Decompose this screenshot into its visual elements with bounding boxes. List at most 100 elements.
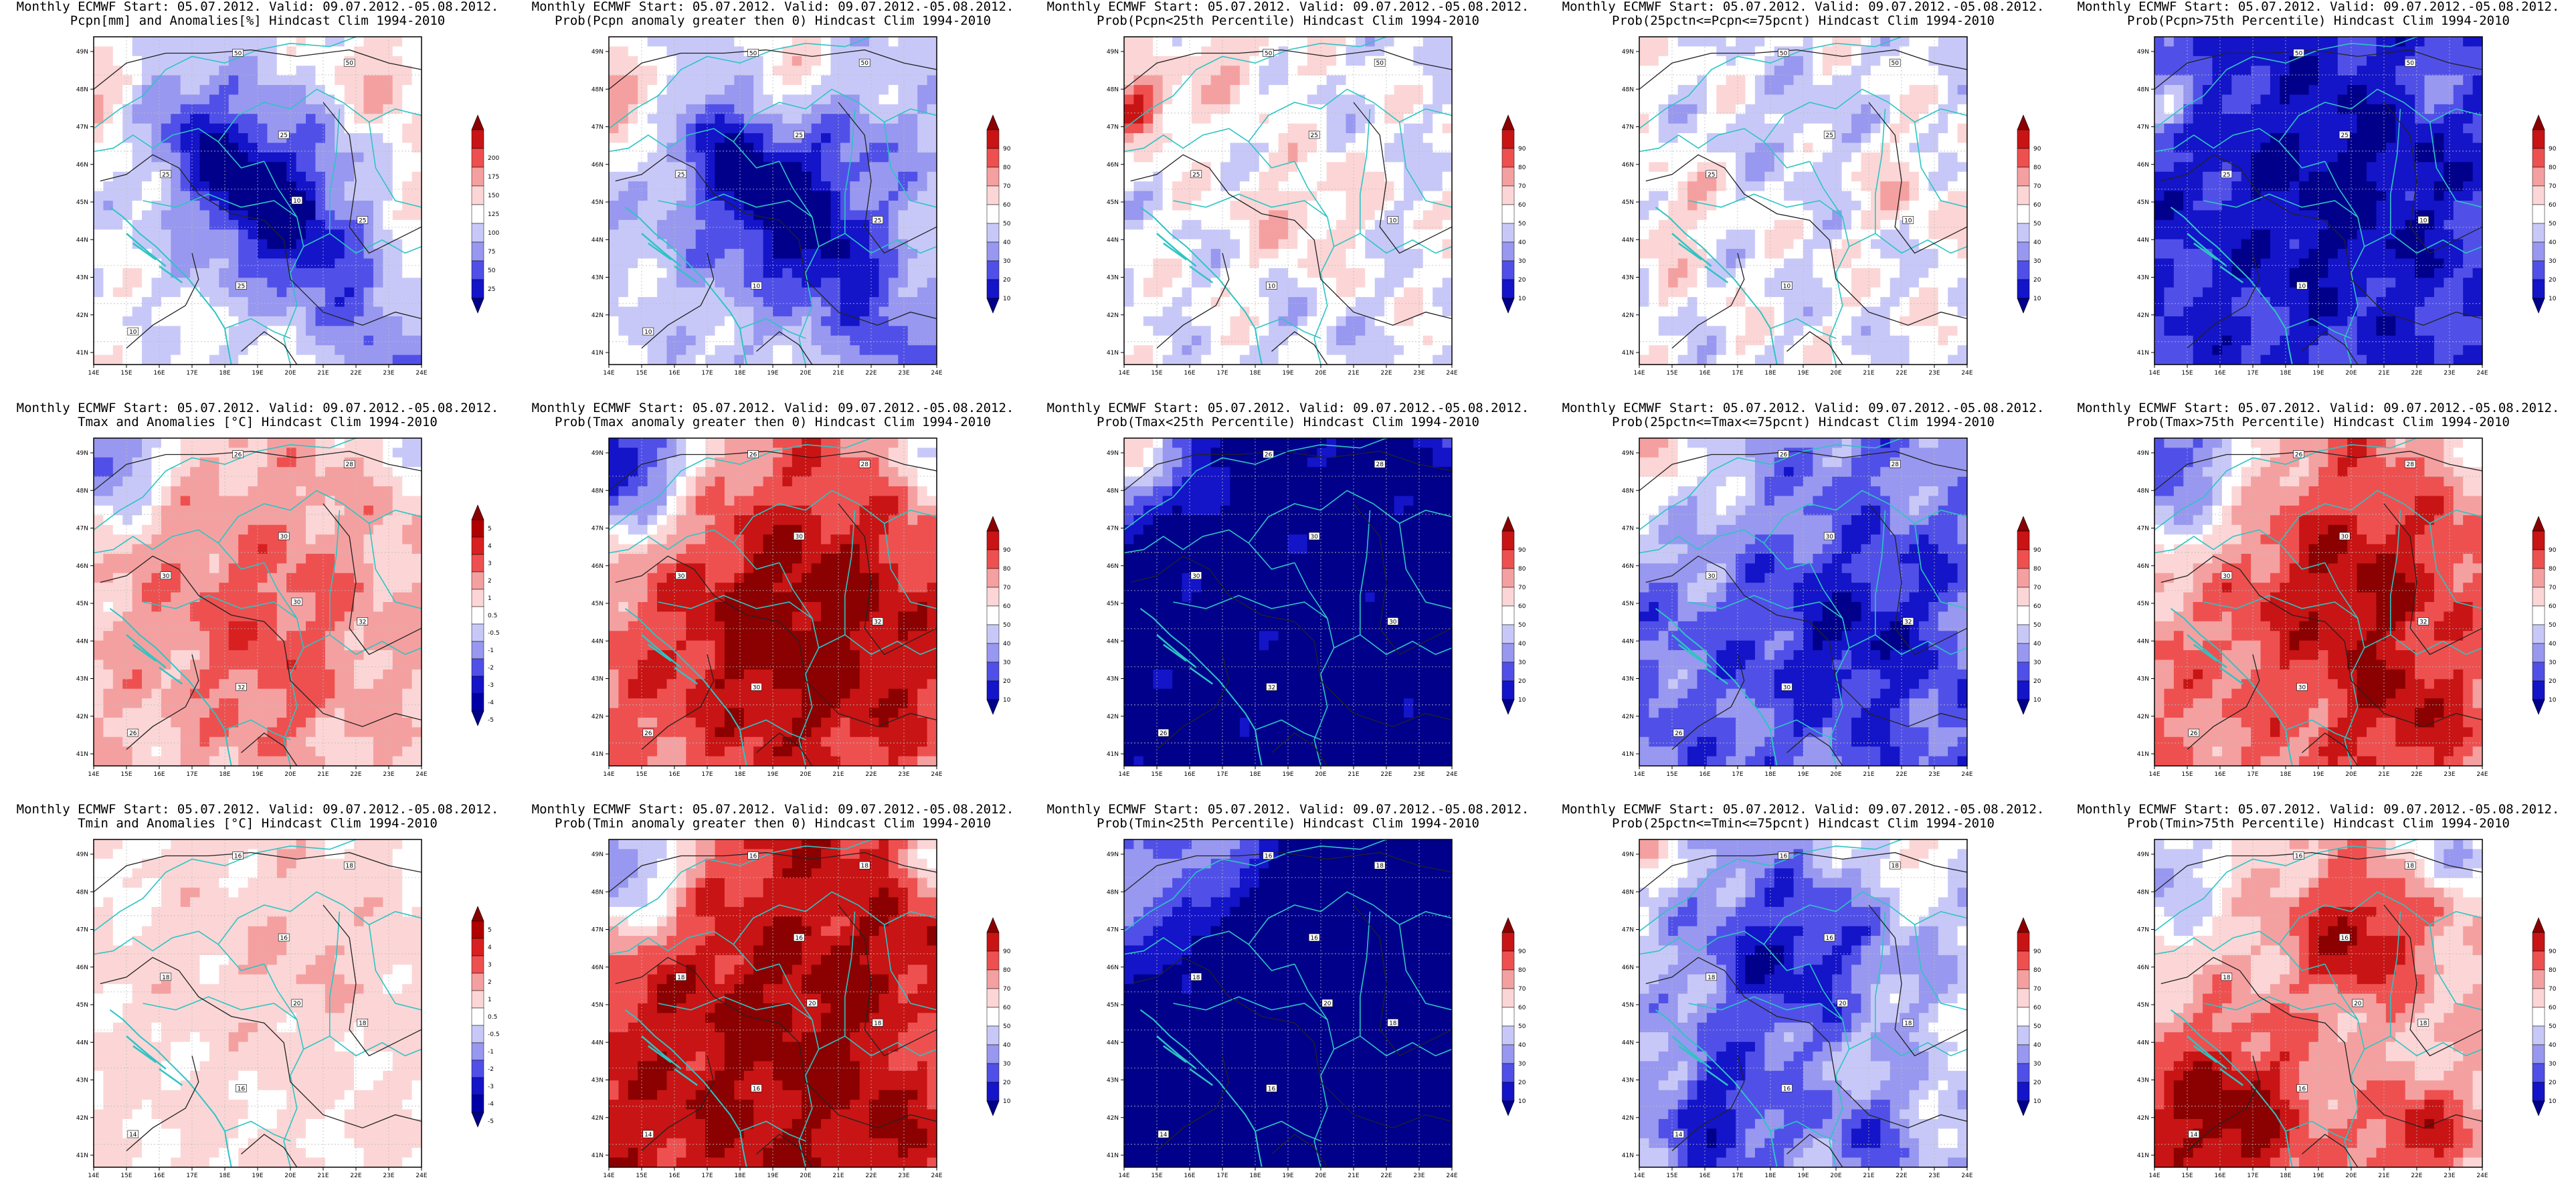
lat-tick-label: 47N bbox=[76, 927, 88, 934]
contour-label: 30 bbox=[160, 571, 172, 580]
contour-label: 25 bbox=[357, 216, 369, 224]
colorbar-level-label: 30 bbox=[1003, 1061, 1011, 1068]
island bbox=[159, 1068, 183, 1086]
contour-value: 25 bbox=[359, 217, 366, 224]
contour-label: 14 bbox=[1673, 1130, 1685, 1138]
contour-value: 16 bbox=[749, 854, 757, 860]
colorbar-segment bbox=[2017, 167, 2030, 187]
lon-tick-label: 23E bbox=[898, 771, 909, 778]
island bbox=[674, 265, 699, 284]
contour-value: 28 bbox=[345, 462, 353, 468]
lon-tick-label: 21E bbox=[317, 771, 329, 778]
lat-tick-label: 42N bbox=[1107, 312, 1119, 319]
contour-label: 18 bbox=[2221, 973, 2233, 981]
colorbar-level-label: 200 bbox=[488, 155, 499, 162]
contour-label: 50 bbox=[1778, 49, 1789, 58]
lat-tick-label: 49N bbox=[1622, 49, 1634, 56]
adriatic-coastline bbox=[1139, 1009, 1263, 1167]
colorbar-level-label: 4 bbox=[488, 543, 492, 550]
colorbar-level-label: 100 bbox=[488, 230, 499, 237]
contour-value: 26 bbox=[129, 730, 137, 737]
contour-label: 26 bbox=[2188, 728, 2200, 737]
contour-label: 16 bbox=[232, 851, 244, 860]
colorbar-segment bbox=[1501, 148, 1515, 168]
lon-tick-label: 14E bbox=[603, 771, 614, 778]
lon-tick-label: 20E bbox=[1830, 771, 1841, 778]
lon-tick-label: 18E bbox=[2280, 370, 2291, 377]
lat-tick-label: 44N bbox=[1107, 1039, 1119, 1046]
country-borders bbox=[1124, 438, 1452, 766]
colorbar-segment bbox=[1501, 950, 1515, 971]
lat-tick-label: 44N bbox=[1622, 237, 1634, 243]
contour-value: 25 bbox=[238, 283, 245, 290]
lat-tick-label: 49N bbox=[2137, 851, 2149, 858]
colorbar-segment bbox=[471, 260, 484, 280]
lon-tick-label: 18E bbox=[734, 1173, 745, 1179]
island bbox=[674, 1068, 699, 1086]
lat-tick-label: 46N bbox=[1622, 162, 1634, 169]
contour-label: 16 bbox=[1781, 1084, 1792, 1092]
lat-tick-label: 48N bbox=[76, 86, 88, 93]
lat-tick-label: 42N bbox=[76, 1115, 88, 1122]
lat-tick-label: 41N bbox=[2137, 350, 2149, 357]
panel-title-line2: Prob(25pctn<=Tmax<=75pcnt) Hindcast Clim… bbox=[1612, 415, 1995, 429]
colorbar-segment bbox=[2017, 1063, 2030, 1083]
lon-tick-label: 17E bbox=[186, 1173, 197, 1179]
colorbar-bottom-arrow bbox=[1501, 298, 1515, 314]
contour-label: 18 bbox=[872, 1019, 884, 1027]
lat-tick-label: 44N bbox=[2137, 1039, 2149, 1046]
lat-tick-label: 49N bbox=[76, 49, 88, 56]
colorbar-segment bbox=[2017, 530, 2030, 550]
lon-tick-label: 19E bbox=[1282, 370, 1293, 377]
contour-label: 26 bbox=[1778, 450, 1789, 459]
contour-value: 25 bbox=[1192, 172, 1200, 179]
contour-value: 10 bbox=[1904, 217, 1912, 224]
lon-tick-label: 17E bbox=[2247, 771, 2258, 778]
lon-tick-label: 24E bbox=[2476, 771, 2488, 778]
contour-value: 30 bbox=[1708, 573, 1716, 580]
lon-tick-label: 21E bbox=[1348, 771, 1359, 778]
lat-tick-label: 48N bbox=[591, 86, 604, 93]
map-panel-tmin-low: Monthly ECMWF Start: 05.07.2012. Valid: … bbox=[1030, 803, 1546, 1204]
colorbar-level-label: 30 bbox=[1003, 660, 1011, 666]
contour-label: 20 bbox=[1837, 999, 1849, 1007]
panel-title-line1: Monthly ECMWF Start: 05.07.2012. Valid: … bbox=[1562, 401, 2045, 415]
colorbar-segment bbox=[2017, 549, 2030, 569]
colorbar-segment bbox=[2532, 988, 2545, 1008]
contour-label: 28 bbox=[2404, 460, 2416, 468]
lon-tick-label: 17E bbox=[1216, 1173, 1228, 1179]
contour-value: 10 bbox=[644, 329, 652, 336]
contour-value: 18 bbox=[874, 1020, 882, 1027]
colorbar-segment bbox=[986, 605, 1000, 625]
colorbar-top-arrow bbox=[2017, 114, 2030, 130]
contour-value: 28 bbox=[2406, 462, 2414, 468]
lat-tick-label: 43N bbox=[591, 676, 604, 683]
colorbar-level-label: 80 bbox=[2549, 967, 2557, 974]
contour-label: 18 bbox=[1889, 861, 1901, 870]
lon-tick-label: 22E bbox=[1896, 1173, 1907, 1179]
colorbar-segment bbox=[2017, 148, 2030, 168]
colorbar-level-label: 20 bbox=[2033, 1080, 2041, 1086]
contour-label: 28 bbox=[1889, 460, 1901, 468]
colorbar-segment bbox=[471, 623, 484, 642]
colorbar-segment bbox=[986, 1007, 1000, 1027]
colorbar-segment bbox=[471, 973, 484, 991]
colorbar-segment bbox=[1501, 185, 1515, 205]
contour-label: 16 bbox=[1308, 933, 1320, 942]
lat-tick-label: 44N bbox=[591, 1039, 604, 1046]
colorbar-level-label: 40 bbox=[2033, 1042, 2041, 1049]
lon-tick-label: 24E bbox=[1961, 1173, 1972, 1179]
colorbar-top-arrow bbox=[986, 917, 1000, 933]
adriatic-coastline bbox=[624, 608, 747, 766]
island bbox=[641, 634, 682, 668]
contour-value: 25 bbox=[795, 132, 802, 139]
island bbox=[1671, 634, 1712, 668]
map-panel-tmin-mid: Monthly ECMWF Start: 05.07.2012. Valid: … bbox=[1546, 803, 2061, 1204]
lon-tick-label: 24E bbox=[1961, 771, 1972, 778]
lat-tick-label: 44N bbox=[76, 237, 88, 243]
panel-title-line2: Prob(Tmin>75th Percentile) Hindcast Clim… bbox=[2127, 816, 2510, 831]
lon-tick-label: 16E bbox=[153, 1173, 165, 1179]
colorbar-segment bbox=[471, 1025, 484, 1043]
lat-tick-label: 41N bbox=[1107, 350, 1119, 357]
lon-tick-label: 16E bbox=[153, 771, 165, 778]
